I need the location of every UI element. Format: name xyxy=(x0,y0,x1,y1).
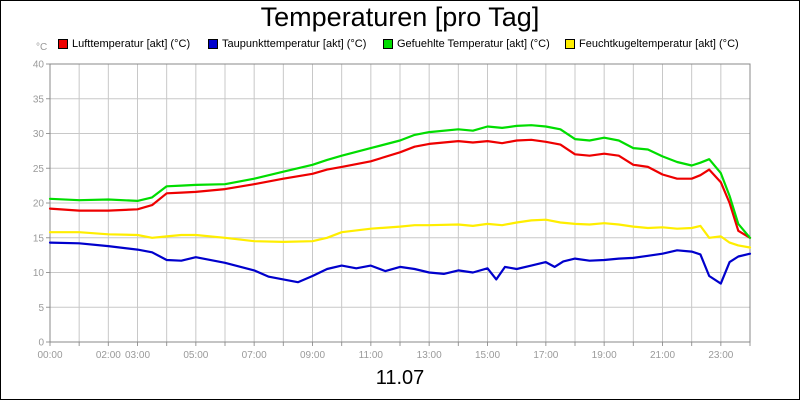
legend-swatch xyxy=(383,39,393,49)
y-tick-label: 0 xyxy=(38,338,44,349)
legend-label: Feuchtkugeltemperatur [akt] (°C) xyxy=(579,38,739,50)
y-axis-unit: °C xyxy=(36,42,48,53)
y-tick-label: 20 xyxy=(33,199,45,210)
x-tick-label: 09:00 xyxy=(300,350,325,361)
x-tick-label: 13:00 xyxy=(417,350,442,361)
legend-swatch xyxy=(58,39,68,49)
series-line-4 xyxy=(48,218,752,249)
legend-item: Taupunkttemperatur [akt] (°C) xyxy=(208,38,366,50)
y-tick-label: 5 xyxy=(38,303,44,314)
legend-swatch xyxy=(208,39,218,49)
legend-label: Taupunkttemperatur [akt] (°C) xyxy=(222,38,367,50)
y-tick-label: 35 xyxy=(33,94,45,105)
y-tick-label: 15 xyxy=(33,233,45,244)
x-tick-label: 19:00 xyxy=(592,350,617,361)
legend-item: Lufttemperatur [akt] (°C) xyxy=(58,38,190,50)
plot-border xyxy=(49,63,751,343)
legend-swatch xyxy=(565,39,575,49)
x-tick-label: 03:00 xyxy=(125,350,150,361)
y-tick-label: 30 xyxy=(33,129,45,140)
series-line-1 xyxy=(48,138,752,239)
x-tick-label: 15:00 xyxy=(475,350,500,361)
y-tick-label: 40 xyxy=(33,60,45,71)
chart-title: Temperaturen [pro Tag] xyxy=(260,2,540,32)
x-tick-label: 02:00 xyxy=(96,350,121,361)
x-tick-label: 23:00 xyxy=(708,350,733,361)
x-axis-caption: 11.07 xyxy=(375,367,425,389)
x-tick-label: 21:00 xyxy=(650,350,675,361)
x-tick-label: 07:00 xyxy=(242,350,267,361)
x-tick-label: 00:00 xyxy=(37,350,62,361)
legend-label: Gefuehlte Temperatur [akt] (°C) xyxy=(397,38,550,50)
legend-item: Feuchtkugeltemperatur [akt] (°C) xyxy=(565,38,739,50)
y-tick-label: 25 xyxy=(33,164,45,175)
series-line-2 xyxy=(48,241,752,285)
legend-label: Lufttemperatur [akt] (°C) xyxy=(72,38,191,50)
x-tick-label: 05:00 xyxy=(183,350,208,361)
x-tick-label: 17:00 xyxy=(533,350,558,361)
y-tick-label: 10 xyxy=(33,268,45,279)
legend-item: Gefuehlte Temperatur [akt] (°C) xyxy=(383,38,550,50)
series-line-3 xyxy=(48,124,752,239)
x-tick-label: 11:00 xyxy=(359,350,384,361)
